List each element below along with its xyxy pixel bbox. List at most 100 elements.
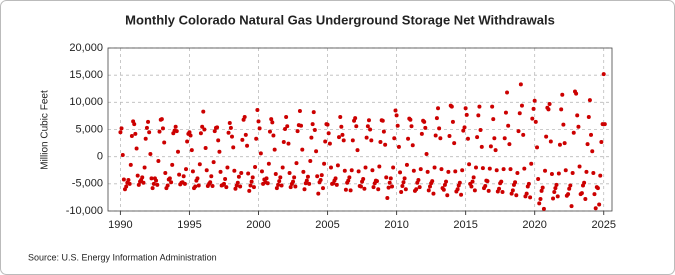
point: [295, 129, 300, 134]
point: [522, 166, 527, 171]
point: [601, 72, 606, 77]
point: [135, 173, 140, 178]
point: [571, 130, 576, 135]
point: [209, 174, 214, 179]
point: [485, 179, 490, 184]
point: [431, 191, 436, 196]
point: [128, 162, 133, 167]
point: [169, 180, 174, 185]
point: [383, 142, 388, 147]
y-tick-label: 20,000: [69, 42, 103, 54]
point: [602, 122, 607, 127]
point: [510, 188, 515, 193]
point: [277, 179, 282, 184]
point: [203, 145, 208, 150]
point: [229, 134, 234, 139]
point: [232, 168, 237, 173]
point: [408, 117, 413, 122]
point: [204, 168, 209, 173]
y-tick-label: 5,000: [75, 123, 103, 135]
point: [394, 113, 399, 118]
point: [355, 148, 360, 153]
point: [582, 180, 587, 185]
point: [586, 115, 591, 120]
point: [216, 138, 221, 143]
point: [314, 149, 319, 154]
point: [201, 109, 206, 114]
point: [333, 176, 338, 181]
point: [452, 141, 457, 146]
point: [225, 165, 230, 170]
point: [391, 165, 396, 170]
point: [552, 189, 557, 194]
point: [515, 170, 520, 175]
point: [185, 139, 190, 144]
point: [187, 130, 192, 135]
point: [562, 141, 567, 146]
point: [492, 136, 497, 141]
point: [356, 169, 361, 174]
point: [425, 169, 430, 174]
point: [401, 180, 406, 185]
point: [584, 169, 589, 174]
point: [438, 136, 443, 141]
point: [518, 82, 523, 87]
point: [483, 184, 488, 189]
point: [202, 127, 207, 132]
point: [286, 141, 291, 146]
point: [559, 107, 564, 112]
point: [487, 166, 492, 171]
point: [530, 116, 535, 121]
point: [184, 167, 189, 172]
point: [305, 174, 310, 179]
point: [598, 173, 603, 178]
y-tick-label: -10,000: [66, 205, 103, 217]
point: [309, 135, 314, 140]
point: [329, 165, 334, 170]
point: [395, 123, 400, 128]
point: [189, 148, 194, 153]
point: [475, 135, 480, 140]
point: [182, 181, 187, 186]
point: [388, 176, 393, 181]
point: [208, 180, 213, 185]
point: [524, 191, 529, 196]
point: [198, 131, 203, 136]
y-tick-label: -5,000: [72, 178, 103, 190]
point: [585, 142, 590, 147]
y-tick-label: 0: [97, 151, 103, 163]
point: [132, 122, 137, 127]
point: [167, 176, 172, 181]
point: [253, 164, 258, 169]
point: [450, 119, 455, 124]
x-tick-label: 2015: [453, 219, 477, 231]
point: [459, 192, 464, 197]
point: [176, 149, 181, 154]
point: [162, 140, 167, 145]
point: [155, 182, 160, 187]
point: [430, 179, 435, 184]
point: [462, 125, 467, 130]
point: [348, 188, 353, 193]
point: [238, 184, 243, 189]
point: [590, 149, 595, 154]
point: [417, 185, 422, 190]
point: [323, 139, 328, 144]
point: [126, 178, 131, 183]
point: [591, 170, 596, 175]
point: [129, 134, 134, 139]
point: [304, 178, 309, 183]
x-tick-label: 1995: [177, 219, 201, 231]
point: [163, 170, 168, 175]
point: [503, 110, 508, 115]
point: [528, 195, 533, 200]
point: [326, 131, 331, 136]
point: [390, 184, 395, 189]
point: [250, 175, 255, 180]
point: [368, 127, 373, 132]
point: [188, 133, 193, 138]
point: [387, 180, 392, 185]
point: [267, 129, 272, 134]
point: [190, 169, 195, 174]
point: [419, 131, 424, 136]
